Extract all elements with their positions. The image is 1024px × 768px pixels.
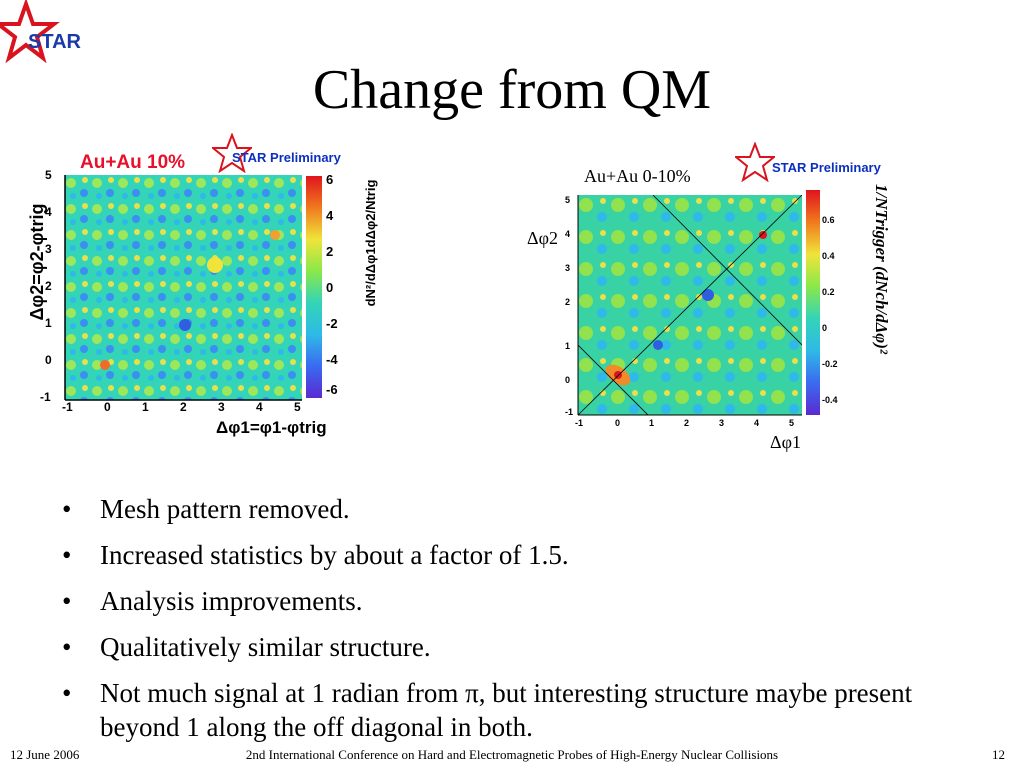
- left-axes: [64, 175, 302, 401]
- bullet-item: Qualitatively similar structure.: [62, 630, 962, 664]
- y-tick: -1: [565, 407, 574, 417]
- right-heatmap: [578, 195, 802, 415]
- left-system-label: Au+Au 10%: [80, 152, 186, 173]
- y-tick: 2: [565, 297, 571, 307]
- x-tick: 3: [218, 400, 225, 414]
- x-tick: 2: [684, 418, 690, 428]
- bullet-item: Mesh pattern removed.: [62, 492, 962, 526]
- z-tick: 0.2: [822, 287, 835, 297]
- y-tick: 1: [45, 316, 52, 330]
- bullet-list: Mesh pattern removed. Increased statisti…: [62, 492, 962, 756]
- right-x-ticks: -1 0 1 2 3 4 5: [575, 418, 805, 432]
- left-colorbar: [306, 176, 322, 398]
- y-tick: -1: [40, 390, 51, 404]
- star-logo: STAR: [0, 0, 82, 64]
- x-tick: 1: [649, 418, 655, 428]
- x-tick: 2: [180, 400, 187, 414]
- right-y-ticks: 5 4 3 2 1 0 -1: [565, 195, 579, 420]
- z-tick: 0.6: [822, 215, 835, 225]
- left-y-axis-label: Δφ2=φ2-φtrig: [27, 203, 47, 321]
- star-logo-text: STAR: [28, 31, 82, 53]
- z-tick: -6: [326, 382, 338, 397]
- x-tick: 0: [615, 418, 621, 428]
- x-tick: 1: [142, 400, 149, 414]
- z-tick: 0.4: [822, 251, 835, 261]
- right-y-axis-label: Δφ2: [527, 228, 558, 248]
- footer-conference: 2nd International Conference on Hard and…: [245, 747, 779, 762]
- left-x-ticks: -1 0 1 2 3 4 5: [62, 400, 312, 416]
- y-tick: 1: [565, 341, 571, 351]
- y-tick: 5: [45, 168, 52, 182]
- x-tick: 5: [294, 400, 301, 414]
- z-tick: -0.4: [822, 395, 838, 405]
- x-tick: 4: [754, 418, 760, 428]
- x-tick: 0: [104, 400, 111, 414]
- x-tick: -1: [62, 400, 73, 414]
- right-z-axis-label: 1/NTrigger (dNch/dΔφ)²: [872, 183, 891, 355]
- z-tick: 0: [822, 323, 828, 333]
- left-x-axis-label: Δφ1=φ1-φtrig: [216, 418, 327, 437]
- right-prelim-label: STAR Preliminary: [772, 160, 881, 175]
- y-tick: 2: [45, 279, 52, 293]
- page-title: Change from QM: [312, 59, 712, 121]
- z-tick: -0.2: [822, 359, 838, 369]
- star-prelim-icon: [212, 133, 252, 173]
- page-number: 12: [992, 747, 1005, 762]
- y-tick: 0: [565, 375, 571, 385]
- right-x-axis-label: Δφ1: [770, 432, 801, 452]
- y-tick: 5: [565, 195, 571, 205]
- left-y-ticks: 5 4 3 2 1 0 -1: [40, 168, 65, 408]
- x-tick: 5: [789, 418, 795, 428]
- left-z-ticks: 6 4 2 0 -2 -4 -6: [326, 172, 346, 402]
- right-axes: [577, 195, 802, 416]
- left-z-axis-label: dN²/dΔφ1dΔφ2/Ntrig: [363, 179, 378, 307]
- x-tick: 4: [256, 400, 263, 414]
- z-tick: 2: [326, 244, 334, 259]
- bullet-item: Increased statistics by about a factor o…: [62, 538, 962, 572]
- y-tick: 3: [45, 242, 52, 256]
- x-tick: 3: [719, 418, 725, 428]
- left-heatmap: [65, 175, 302, 400]
- star-prelim-icon: [735, 142, 775, 182]
- z-tick: -2: [326, 316, 338, 331]
- left-prelim-label: STAR Preliminary: [232, 150, 341, 165]
- y-tick: 4: [565, 229, 571, 239]
- y-tick: 3: [565, 263, 571, 273]
- y-tick: 0: [45, 353, 52, 367]
- bullet-item: Not much signal at 1 radian from π, but …: [62, 676, 962, 744]
- footer-date: 12 June 2006: [10, 747, 80, 762]
- right-colorbar: [806, 190, 820, 415]
- right-system-label: Au+Au 0-10%: [584, 166, 691, 186]
- y-tick: 4: [45, 205, 52, 219]
- right-z-ticks: 0.6 0.4 0.2 0 -0.2 -0.4: [822, 215, 846, 415]
- z-tick: -4: [326, 352, 338, 367]
- z-tick: 0: [326, 280, 334, 295]
- bullet-item: Analysis improvements.: [62, 584, 962, 618]
- z-tick: 4: [326, 208, 334, 223]
- x-tick: -1: [575, 418, 584, 428]
- z-tick: 6: [326, 172, 334, 187]
